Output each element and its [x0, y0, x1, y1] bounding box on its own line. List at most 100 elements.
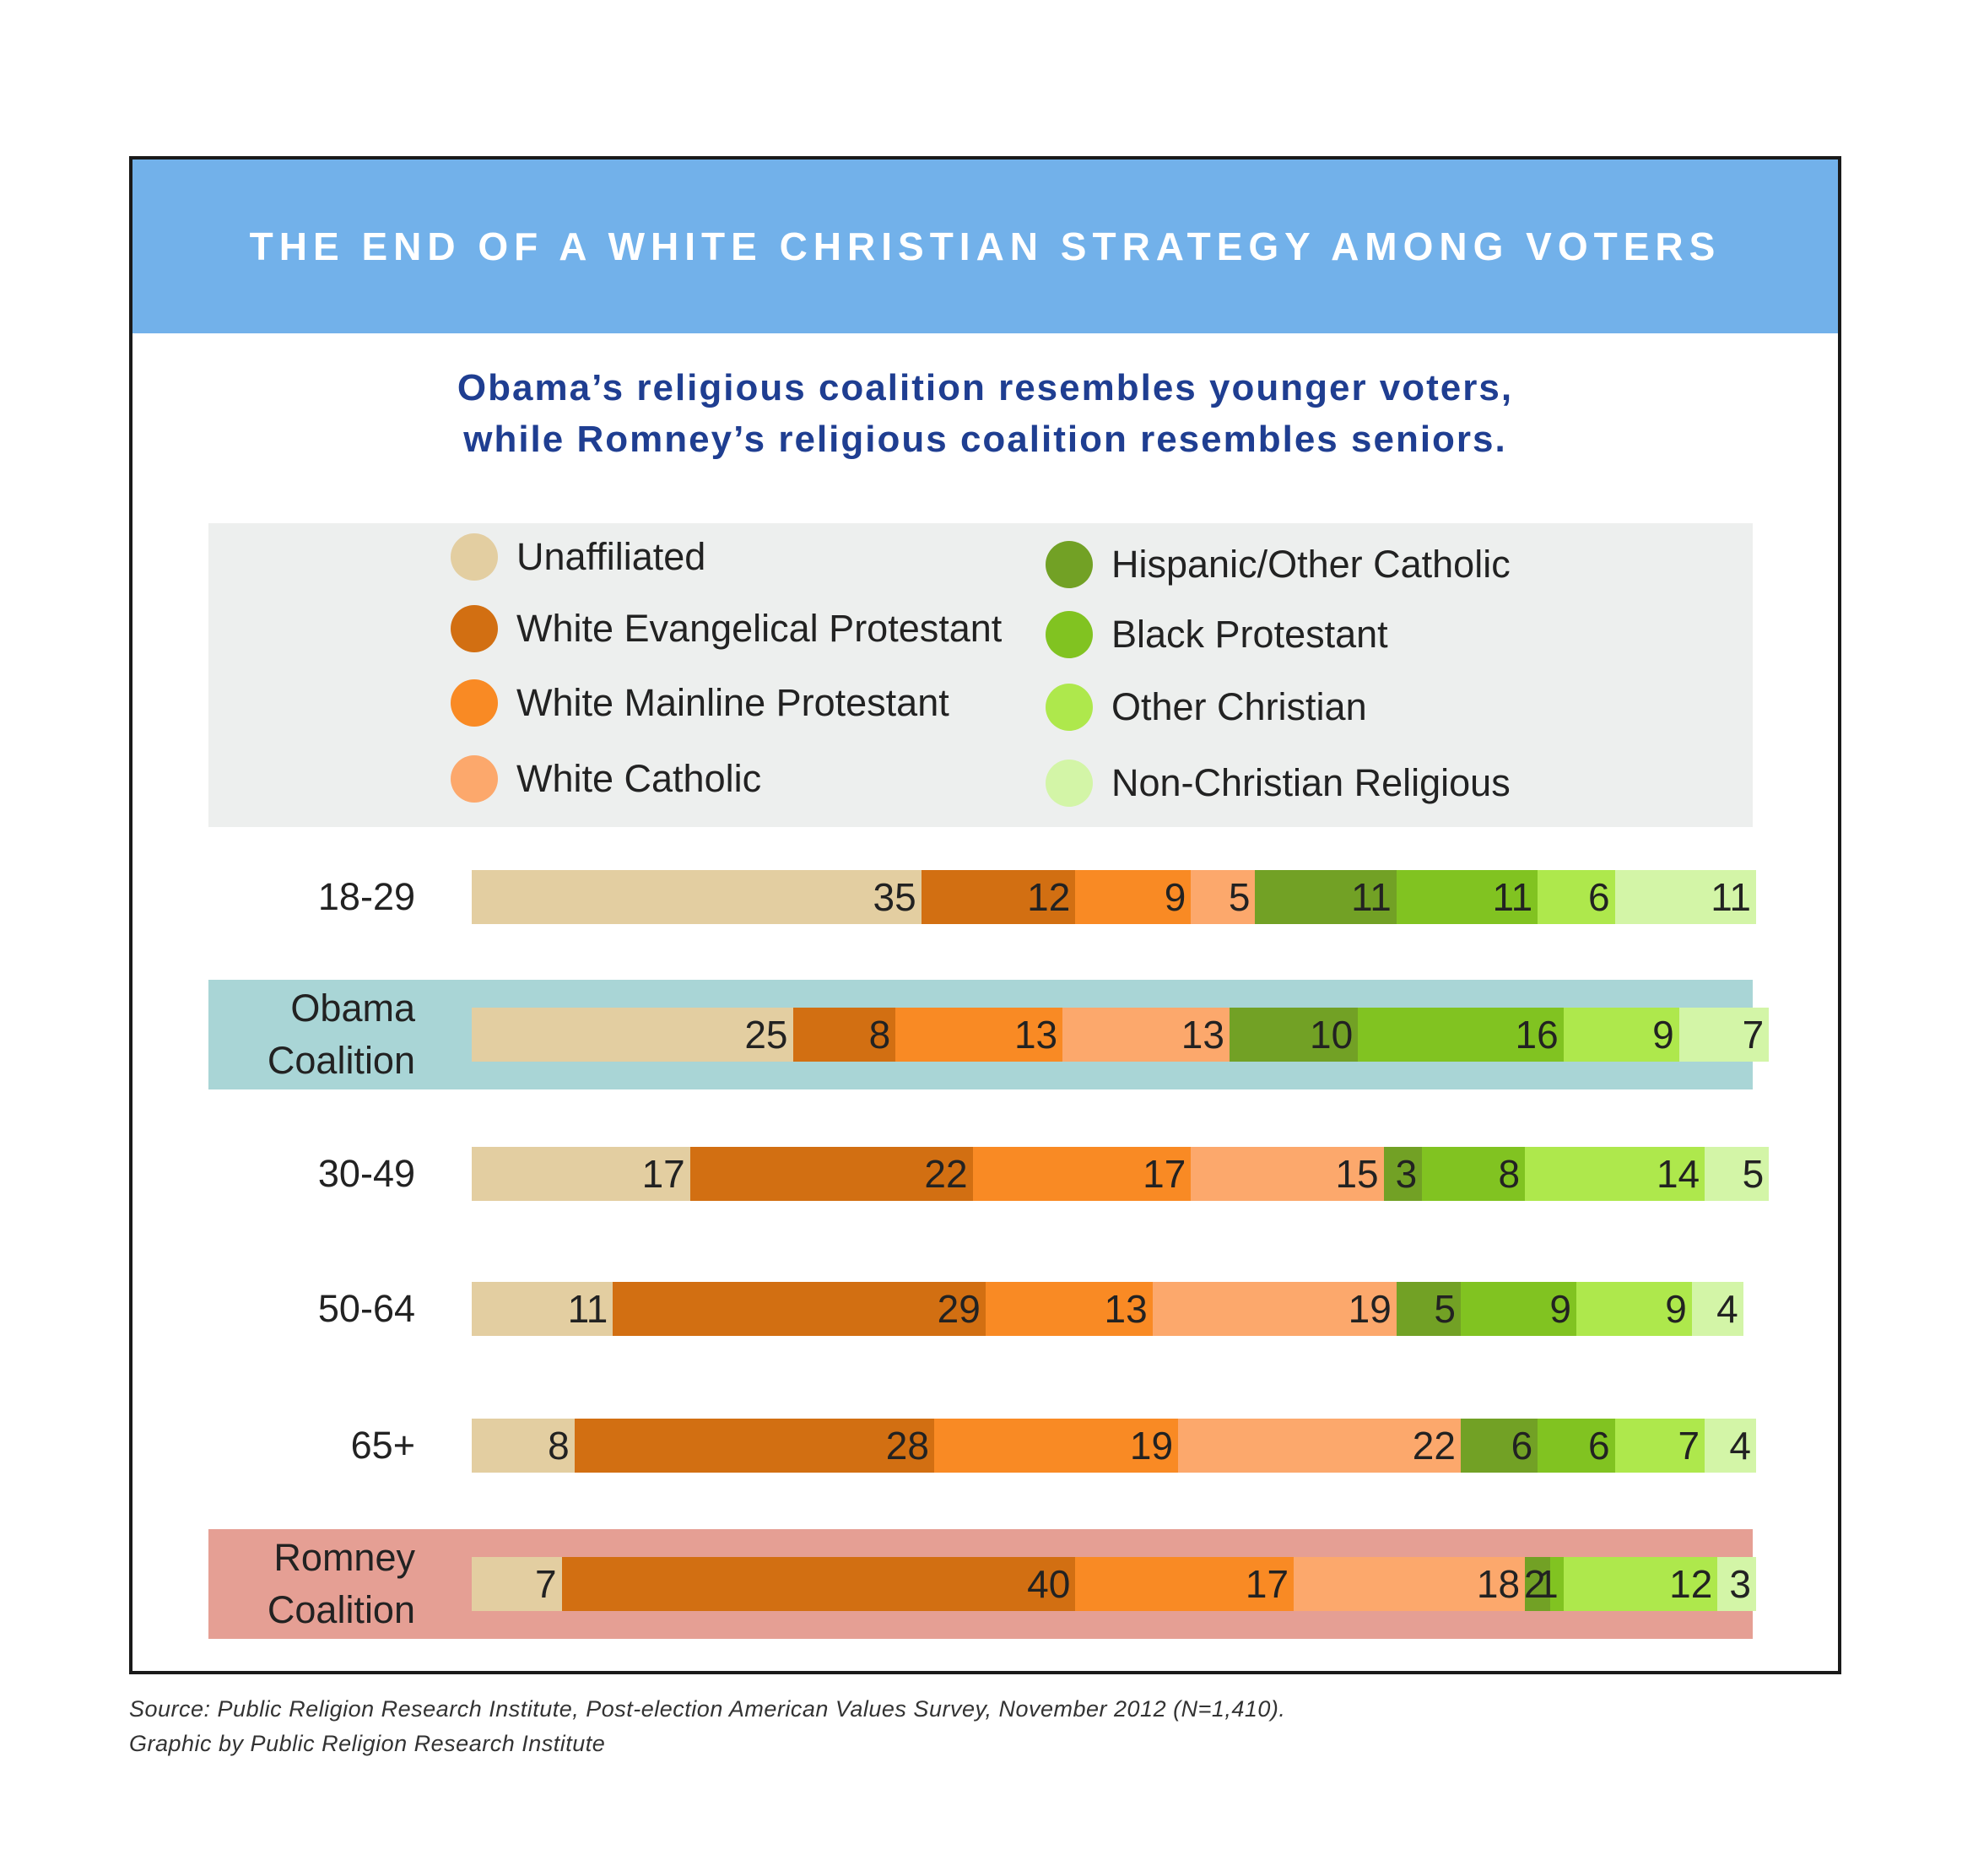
segment-value-label: 18 [1476, 1562, 1521, 1606]
segment-value-label: 19 [1348, 1287, 1392, 1331]
bar-segment-hispanic-other-catholic [1229, 1008, 1359, 1062]
bar-segment-white-catholic [1191, 1147, 1384, 1201]
bar-segment-other-christian [1614, 1419, 1705, 1473]
legend-item-hispanic-other-catholic: Hispanic/Other Catholic [1046, 541, 1511, 588]
bar-segment-white-mainline-protestant [972, 1147, 1192, 1201]
segment-value-label: 17 [1245, 1562, 1289, 1606]
bar-segment-other-christian [1563, 1008, 1679, 1062]
segment-value-label: 5 [1742, 1152, 1765, 1196]
segment-value-label: 14 [1656, 1152, 1700, 1196]
segment-value-label: 22 [924, 1152, 968, 1196]
bar-segment-white-catholic [1178, 1419, 1461, 1473]
bar-segment-white-evangelical-protestant [689, 1147, 973, 1201]
bar-segment-white-catholic [1152, 1282, 1397, 1336]
bar-segment-black-protestant [1460, 1282, 1576, 1336]
segment-value-label: 29 [937, 1287, 981, 1331]
legend-swatch [1046, 541, 1093, 588]
segment-value-label: 5 [1228, 875, 1251, 919]
segment-value-label: 12 [1669, 1562, 1713, 1606]
bar-segment-black-protestant [1550, 1557, 1564, 1611]
bar-segment-unaffiliated [472, 1008, 793, 1062]
segment-value-label: 40 [1027, 1562, 1071, 1606]
bar-segment-non-christian-religious [1691, 1282, 1743, 1336]
bar-segment-black-protestant [1396, 870, 1538, 924]
segment-value-label: 17 [1143, 1152, 1186, 1196]
bar-segment-unaffiliated [472, 1419, 575, 1473]
segment-value-label: 28 [885, 1424, 929, 1468]
bar-segment-black-protestant [1358, 1008, 1564, 1062]
segment-value-label: 9 [1549, 1287, 1571, 1331]
segment-value-label: 4 [1729, 1424, 1751, 1468]
bar-segment-white-evangelical-protestant [792, 1008, 896, 1062]
legend-item-white-evangelical-protestant: White Evangelical Protestant [451, 605, 1002, 652]
segment-value-label: 13 [1013, 1013, 1058, 1057]
legend-swatch [1046, 611, 1093, 658]
legend-item-non-christian-religious: Non-Christian Religious [1046, 760, 1511, 807]
legend-label: Black Protestant [1111, 613, 1388, 656]
bar-segment-hispanic-other-catholic [1525, 1557, 1551, 1611]
bar-segment-unaffiliated [472, 1282, 613, 1336]
segment-value-label: 11 [1711, 875, 1751, 919]
legend-item-other-christian: Other Christian [1046, 684, 1367, 731]
bar-segment-hispanic-other-catholic [1255, 870, 1397, 924]
bar-segment-white-mainline-protestant [1075, 1557, 1294, 1611]
segment-value-label: 8 [868, 1013, 891, 1057]
segment-value-label: 17 [641, 1152, 685, 1196]
segment-value-label: 10 [1310, 1013, 1354, 1057]
segment-value-label: 7 [1678, 1424, 1700, 1468]
legend-item-white-catholic: White Catholic [451, 755, 761, 803]
row-label-50-64: 50-64 [318, 1283, 415, 1335]
legend-label: White Mainline Protestant [516, 681, 949, 724]
row-label-65: 65+ [351, 1419, 415, 1472]
credit-line: Graphic by Public Religion Research Inst… [129, 1731, 606, 1756]
legend-swatch [451, 755, 498, 803]
row-label-line: Obama [290, 987, 415, 1030]
bar-segment-white-catholic [1191, 870, 1256, 924]
bar-segment-white-evangelical-protestant [921, 870, 1076, 924]
bar-segment-non-christian-religious [1678, 1008, 1770, 1062]
row-label-line: 18-29 [317, 875, 415, 918]
row-label-30-49: 30-49 [318, 1148, 415, 1200]
segment-value-label: 3 [1729, 1562, 1751, 1606]
legend-label: Other Christian [1111, 685, 1367, 728]
bar-segment-unaffiliated [472, 1147, 690, 1201]
bar-segment-other-christian [1538, 870, 1615, 924]
bar-segment-hispanic-other-catholic [1383, 1147, 1423, 1201]
bar-segment-unaffiliated [472, 870, 922, 924]
bar-segment-non-christian-religious [1717, 1557, 1756, 1611]
bar-segment-white-mainline-protestant [895, 1008, 1063, 1062]
segment-value-label: 25 [744, 1013, 788, 1057]
segment-value-label: 5 [1434, 1287, 1456, 1331]
segment-value-label: 35 [873, 875, 916, 919]
legend-label: Hispanic/Other Catholic [1111, 543, 1511, 586]
legend-swatch [1046, 684, 1093, 731]
bar-segment-non-christian-religious [1705, 1419, 1756, 1473]
segment-value-label: 6 [1511, 1424, 1533, 1468]
row-label-romney-coalition: Romney Coalition [268, 1532, 415, 1636]
segment-value-label: 12 [1027, 875, 1071, 919]
segment-value-label: 2 [1523, 1562, 1546, 1606]
legend: Unaffiliated White Evangelical Protestant… [208, 523, 1753, 827]
bar-segment-white-evangelical-protestant [613, 1282, 986, 1336]
segment-value-label: 6 [1587, 1424, 1610, 1468]
segment-value-label: 11 [567, 1287, 608, 1331]
bar-segment-other-christian [1563, 1557, 1718, 1611]
legend-swatch [1046, 760, 1093, 807]
segment-value-label: 16 [1515, 1013, 1559, 1057]
bar-segment-non-christian-religious [1614, 870, 1756, 924]
bar-segment-white-evangelical-protestant [574, 1419, 934, 1473]
row-label-obama-coalition: Obama Coalition [268, 982, 415, 1087]
bar-segment-white-evangelical-protestant [561, 1557, 1076, 1611]
bar-segment-black-protestant [1422, 1147, 1526, 1201]
segment-value-label: 9 [1164, 875, 1186, 919]
segment-value-label: 7 [534, 1562, 557, 1606]
legend-swatch [451, 605, 498, 652]
legend-label: White Evangelical Protestant [516, 607, 1003, 650]
legend-item-black-protestant: Black Protestant [1046, 611, 1388, 658]
legend-label: Non-Christian Religious [1111, 761, 1511, 804]
chart-subtitle: Obama’s religious coalition resembles yo… [132, 362, 1838, 465]
bar-plot: 18-29 35 12 9 5 11 11 6 11 Obama Coalition 25 8 13 13 1… [132, 159, 1845, 1678]
row-label-line: 65+ [350, 1424, 415, 1467]
row-label-18-29: 18-29 [318, 871, 415, 923]
segment-value-label: 11 [1351, 875, 1392, 919]
